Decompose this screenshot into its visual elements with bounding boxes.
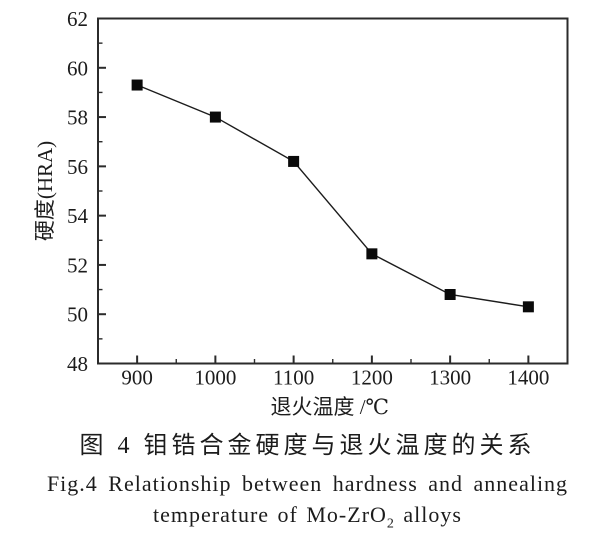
caption-line3-prefix: temperature of Mo-ZrO bbox=[153, 502, 387, 527]
caption-line3-suffix: alloys bbox=[394, 502, 462, 527]
data-point-marker bbox=[522, 301, 534, 313]
x-tick-label: 1300 bbox=[429, 366, 471, 390]
x-tick-label: 1400 bbox=[507, 366, 549, 390]
y-tick-label: 56 bbox=[67, 155, 88, 179]
data-point-marker bbox=[209, 111, 221, 123]
x-axis-title: 退火温度 /℃ bbox=[270, 395, 389, 419]
hardness-line-chart: 900 1000 1100 1200 1300 1400 48 50 52 54 56 58 60 62 退… bbox=[33, 7, 569, 419]
caption-chinese: 图 4 钼锆合金硬度与退火温度的关系 bbox=[79, 433, 536, 459]
y-tick-label: 52 bbox=[67, 253, 88, 277]
caption-line3-subscript: 2 bbox=[386, 516, 395, 532]
y-tick-label: 54 bbox=[67, 204, 89, 228]
data-point-marker bbox=[131, 79, 143, 91]
y-axis: 48 50 52 54 56 58 60 62 bbox=[67, 7, 106, 376]
y-tick-label: 58 bbox=[67, 106, 88, 130]
y-tick-label: 48 bbox=[67, 352, 88, 376]
x-tick-label: 1200 bbox=[351, 366, 393, 390]
caption-english-line2: temperature of Mo-ZrO2 alloys bbox=[0, 502, 615, 532]
data-point-marker bbox=[288, 155, 300, 167]
y-axis-title: 硬度(HRA) bbox=[33, 141, 57, 241]
data-point-marker bbox=[444, 289, 456, 300]
y-tick-label: 62 bbox=[67, 7, 88, 31]
plot-frame bbox=[97, 17, 569, 365]
x-tick-label: 1100 bbox=[273, 366, 314, 390]
data-series bbox=[131, 79, 534, 313]
series-line bbox=[136, 84, 529, 308]
x-tick-label: 900 bbox=[121, 366, 153, 390]
data-point-marker bbox=[366, 248, 378, 260]
y-tick-label: 60 bbox=[67, 56, 88, 80]
x-axis: 900 1000 1100 1200 1300 1400 bbox=[97, 355, 569, 390]
x-tick-label: 1000 bbox=[194, 366, 236, 390]
caption-english-line1: Fig.4 Relationship between hardness and … bbox=[46, 471, 569, 496]
y-tick-label: 50 bbox=[67, 303, 88, 327]
